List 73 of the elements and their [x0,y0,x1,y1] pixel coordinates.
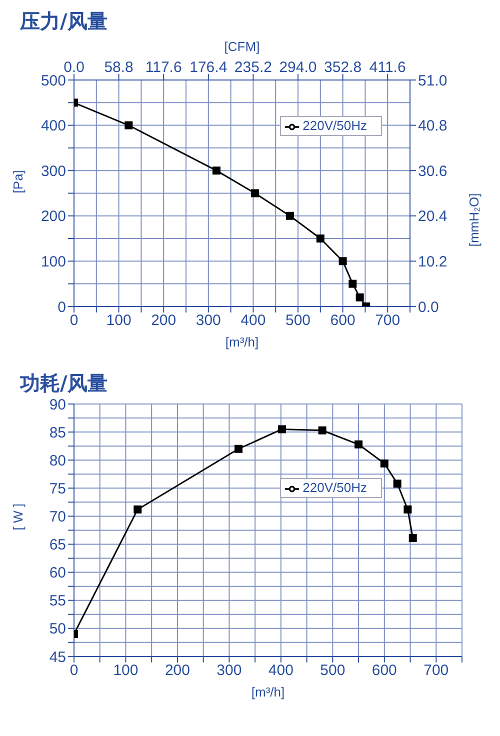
point [354,440,363,448]
point [348,280,357,288]
y2-tick-label: 10.2 [418,253,448,270]
x-axis-title: [m³/h] [225,334,259,350]
x-tick-label: 200 [151,312,176,330]
point [393,480,402,488]
y2-tick-label: 51.0 [418,72,448,90]
y2-axis-title: [mmH₂O] [466,193,482,247]
x2-tick-label: 176.4 [190,59,228,76]
point [408,534,417,542]
x-tick-label: 200 [164,662,190,680]
y-tick-label: 85 [49,424,66,442]
y-tick-label: 55 [49,592,66,610]
x2-tick-label: 294.0 [279,59,317,76]
y2-tick-label: 0.0 [418,298,439,316]
y-axis-title: [Pa] [10,170,26,194]
y-tick-label: 75 [49,480,66,498]
x-tick-label: 100 [106,312,132,330]
point [134,505,142,514]
chart-title: 功耗/风量 [18,370,108,397]
y-axis-title: [ W ] [10,504,26,530]
x-tick-label: 300 [196,312,221,330]
x2-tick-label: 235.2 [234,59,272,76]
y-tick-label: 500 [40,72,66,90]
point [124,121,133,130]
chart-title: 压力/风量 [18,8,108,35]
y-tick-label: 50 [49,620,66,638]
legend-label: 220V/50Hz [302,480,367,495]
point [234,444,243,453]
x2-tick-label: 0.0 [64,59,84,76]
y-tick-label: 45 [49,648,66,666]
x-tick-label: 700 [375,312,400,330]
y-tick-label: 80 [49,452,66,470]
x-tick-label: 500 [285,312,311,330]
x2-tick-label: 352.8 [324,59,362,76]
x-tick-label: 700 [424,662,449,680]
point [380,459,388,468]
x-tick-label: 600 [372,662,397,680]
legend-label: 220V/50Hz [302,118,367,133]
x-tick-label: 300 [216,662,242,680]
y-tick-label: 60 [49,564,66,582]
x2-axis-title: [CFM] [224,39,260,54]
y-tick-label: 0 [58,298,66,316]
y-tick-label: 200 [40,208,66,226]
y-tick-label: 400 [40,118,66,135]
point [318,426,326,434]
x-tick-label: 400 [268,662,294,680]
y-tick-label: 65 [49,536,66,554]
point [404,505,412,514]
x-tick-label: 600 [330,312,356,330]
x-axis-title: [m³/h] [251,684,285,700]
y2-tick-label: 20.4 [418,208,448,226]
x2-tick-label: 411.6 [369,59,406,76]
y-tick-label: 300 [40,162,66,180]
point [278,425,286,434]
x-tick-label: 100 [113,662,138,680]
y2-tick-label: 30.6 [418,162,448,180]
y2-tick-label: 40.8 [418,118,448,135]
point [286,212,294,220]
point [212,166,220,175]
point [250,189,259,198]
point [356,293,364,302]
point [338,257,347,266]
y-tick-label: 100 [40,253,66,270]
x2-tick-label: 58.8 [104,59,134,76]
x-tick-label: 400 [240,312,266,330]
x-tick-label: 500 [320,662,346,680]
point [316,234,324,243]
x2-tick-label: 117.6 [145,59,182,76]
y-tick-label: 70 [49,508,66,526]
x-tick-label: 0 [70,312,78,330]
x-tick-label: 0 [70,662,78,680]
y-tick-label: 90 [49,396,66,414]
